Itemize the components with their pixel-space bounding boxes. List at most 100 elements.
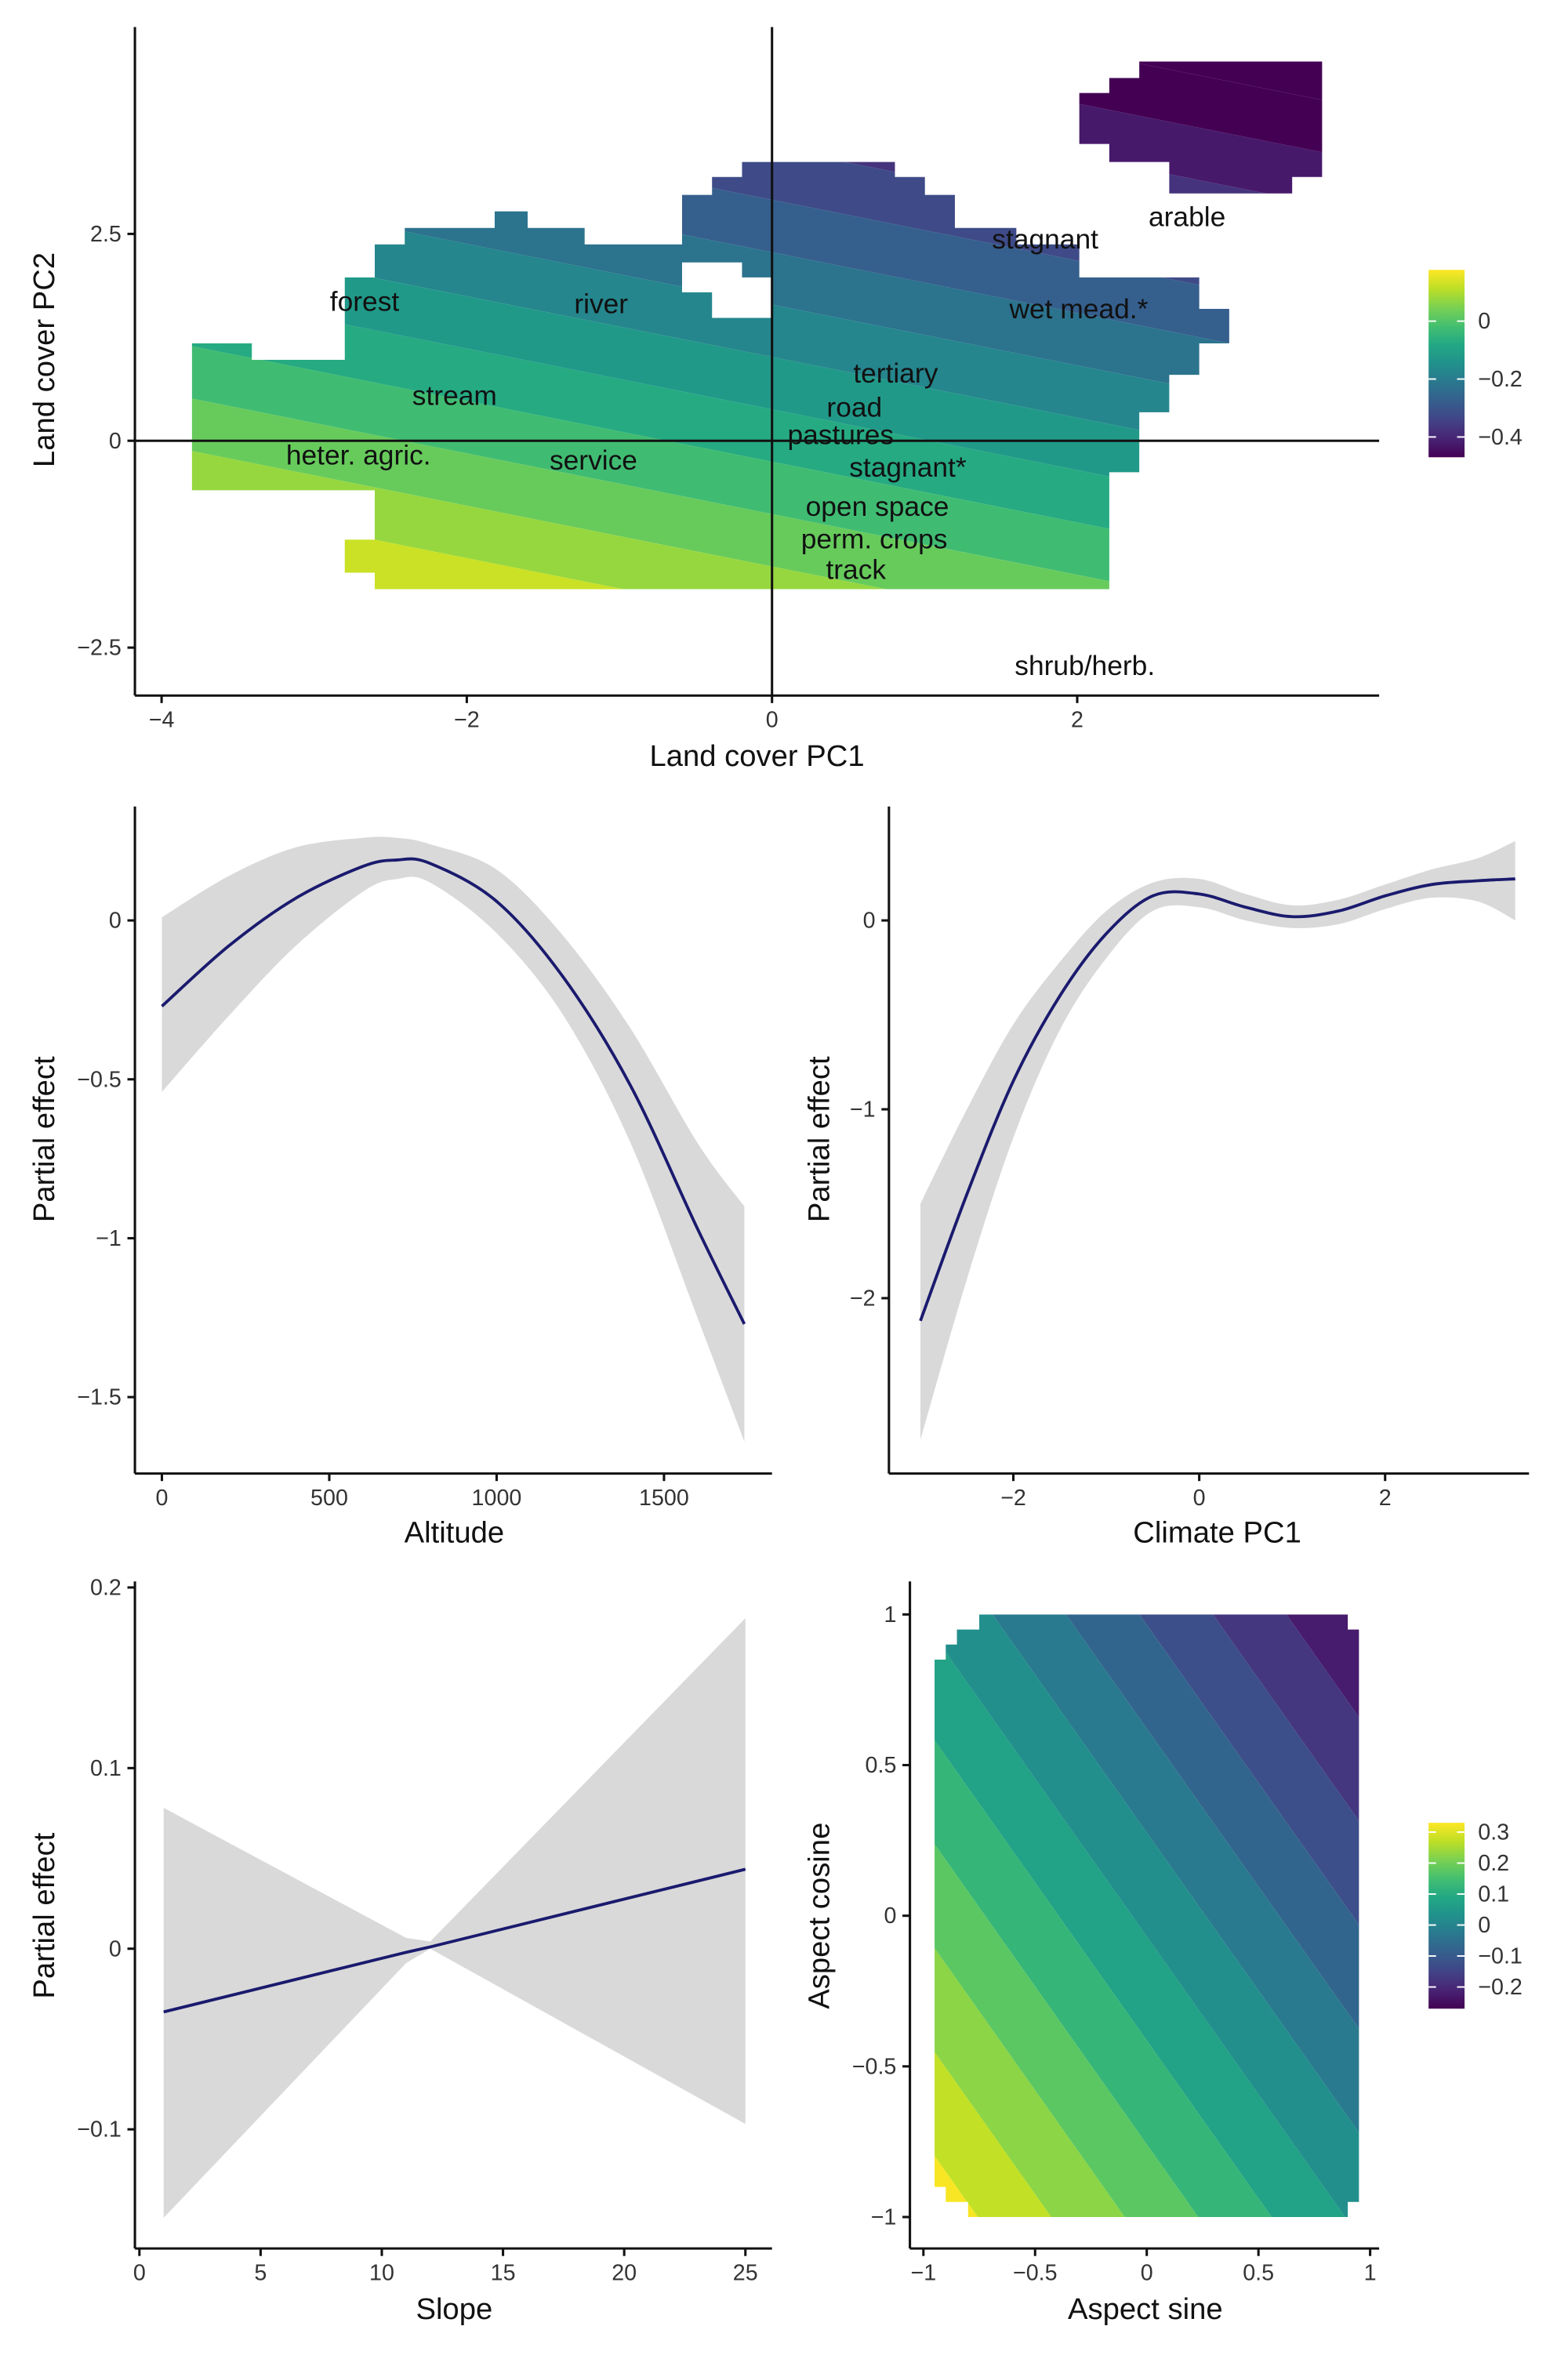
landcover-label: stagnant*: [849, 452, 967, 483]
heatmap-surface: [935, 1614, 1359, 2218]
confidence-ribbon: [920, 840, 1515, 1440]
partial-effect-line: [161, 857, 746, 1325]
partial-effect-line: [163, 1867, 746, 2014]
colorbar-tick-label: 0.3: [1478, 1820, 1509, 1845]
x-axis-title: Land cover PC1: [649, 739, 864, 773]
x-tick-label: 0: [156, 1486, 169, 1511]
y-tick-label: 0: [109, 909, 122, 934]
x-axis-title: Climate PC1: [1133, 1516, 1301, 1550]
heatmap-surface: [191, 61, 1323, 590]
contour-band: [191, 448, 931, 590]
colorbar-gradient: [1428, 270, 1465, 458]
x-tick-label: 0: [1141, 2260, 1153, 2285]
landcover-label: forest: [330, 286, 400, 317]
y-axis-title: Aspect cosine: [802, 1823, 836, 2009]
contour-band: [1128, 1614, 1359, 1941]
x-tick-label: 25: [733, 2260, 758, 2285]
confidence-ribbon: [163, 1618, 746, 2219]
contour-band: [191, 395, 1194, 590]
landcover-label: river: [574, 289, 628, 320]
axes: 0 5 10 15 20 25 0.2 0.1 0 −0.1: [77, 1576, 772, 2285]
axes: −2 0 2 0 −1 −2: [850, 806, 1530, 1511]
colorbar-tick-label: 0: [1478, 1913, 1490, 1938]
colorbar-tick-label: 0.2: [1478, 1851, 1509, 1876]
y-tick-label: 0.5: [866, 1753, 897, 1778]
x-tick-label: 20: [612, 2260, 637, 2285]
axes: 0 500 1000 1500 0 −0.5 −1 −1.5: [77, 806, 772, 1511]
x-tick-label: 1: [1364, 2260, 1377, 2285]
x-tick-label: 0.5: [1243, 2260, 1274, 2285]
panel-slope: 0 5 10 15 20 25 0.2 0.1 0 −0.1 Slope Partial effe…: [27, 1576, 772, 2326]
landcover-label: perm. crops: [801, 524, 948, 555]
contour-band: [935, 2036, 1062, 2218]
x-tick-label: −1: [910, 2260, 936, 2285]
landcover-label: open space: [806, 492, 949, 522]
y-axis-title: Partial effect: [27, 1832, 61, 1998]
y-tick-label: −0.1: [77, 2117, 122, 2143]
heatmap-hole: [681, 262, 772, 318]
colorbar-tick-label: −0.2: [1478, 367, 1523, 392]
y-tick-label: −0.5: [852, 2054, 897, 2079]
contour-band: [191, 238, 1323, 525]
colorbar-tick-label: −0.4: [1478, 425, 1523, 450]
y-tick-label: −1: [871, 2205, 897, 2230]
x-tick-label: 1500: [639, 1486, 689, 1511]
contour-band: [1276, 1614, 1359, 1733]
contour-band: [935, 1614, 1359, 2218]
landcover-label: wet mead.*: [1008, 294, 1148, 325]
contour-band: [1348, 1614, 1359, 1629]
y-tick-label: 2.5: [90, 222, 122, 247]
colorbar: 0 −0.2 −0.4: [1428, 270, 1523, 458]
contour-band: [191, 291, 1323, 578]
y-tick-label: 0.2: [90, 1576, 122, 1601]
colorbar: 0.3 0.2 0.1 0 −0.1 −0.2: [1428, 1820, 1523, 2009]
x-tick-label: −2: [1000, 1486, 1026, 1511]
y-tick-label: 0: [109, 429, 122, 454]
colorbar-tick-label: 0: [1478, 309, 1490, 334]
x-tick-label: 2: [1071, 707, 1083, 732]
contour-band: [935, 1724, 1283, 2218]
x-tick-label: −2: [454, 707, 480, 732]
x-tick-label: −4: [149, 707, 175, 732]
confidence-ribbon: [162, 836, 745, 1442]
y-tick-label: 0: [109, 1936, 122, 1961]
contour-band: [191, 186, 1323, 473]
y-tick-label: −1: [96, 1226, 122, 1251]
y-tick-label: −2: [850, 1286, 876, 1311]
x-tick-label: 15: [491, 2260, 516, 2285]
y-axis-title: Land cover PC2: [27, 252, 61, 467]
contour-band: [191, 343, 1323, 590]
landcover-label: stream: [412, 381, 497, 412]
y-axis-title: Partial effect: [802, 1056, 836, 1222]
colorbar-tick-label: 0.1: [1478, 1882, 1509, 1907]
y-tick-label: −1: [850, 1098, 876, 1123]
x-tick-label: 5: [254, 2260, 267, 2285]
contour-band: [935, 1932, 1136, 2218]
x-axis-title: Altitude: [405, 1516, 505, 1550]
landcover-label: arable: [1149, 202, 1225, 233]
x-tick-label: 0: [133, 2260, 146, 2285]
y-tick-label: −1.5: [77, 1385, 122, 1410]
landcover-label: service: [550, 445, 637, 476]
y-tick-label: 0.1: [90, 1756, 122, 1781]
panel-climate: −2 0 2 0 −1 −2 Climate PC1 Partial effect: [802, 806, 1530, 1550]
landcover-label: stagnant: [992, 224, 1098, 255]
landcover-label: heter. agric.: [286, 441, 431, 471]
x-tick-label: −0.5: [1013, 2260, 1058, 2285]
x-axis-title: Aspect sine: [1068, 2292, 1223, 2326]
axes: −4 −2 0 2 −2.5 0 2.5: [77, 27, 1380, 732]
axes: −1 −0.5 0 0.5 1 1 0.5 0 −0.5 −1: [852, 1581, 1380, 2285]
landcover-label: shrub/herb.: [1014, 651, 1155, 681]
x-axis-title: Slope: [416, 2292, 492, 2326]
panel-landcover: forest river stagnant arable wet mead.* strea…: [27, 27, 1523, 773]
colorbar-tick-label: −0.2: [1478, 1975, 1523, 2000]
x-tick-label: 2: [1379, 1486, 1392, 1511]
y-axis-title: Partial effect: [27, 1056, 61, 1222]
landcover-label: pastures: [787, 419, 894, 450]
y-tick-label: −2.5: [77, 636, 122, 661]
landcover-labels: forest river stagnant arable wet mead.* strea…: [286, 202, 1225, 681]
x-tick-label: 500: [310, 1486, 348, 1511]
panel-aspect: −1 −0.5 0 0.5 1 1 0.5 0 −0.5 −1 Aspect sine Aspec…: [802, 1581, 1523, 2326]
y-tick-label: 1: [884, 1602, 896, 1627]
